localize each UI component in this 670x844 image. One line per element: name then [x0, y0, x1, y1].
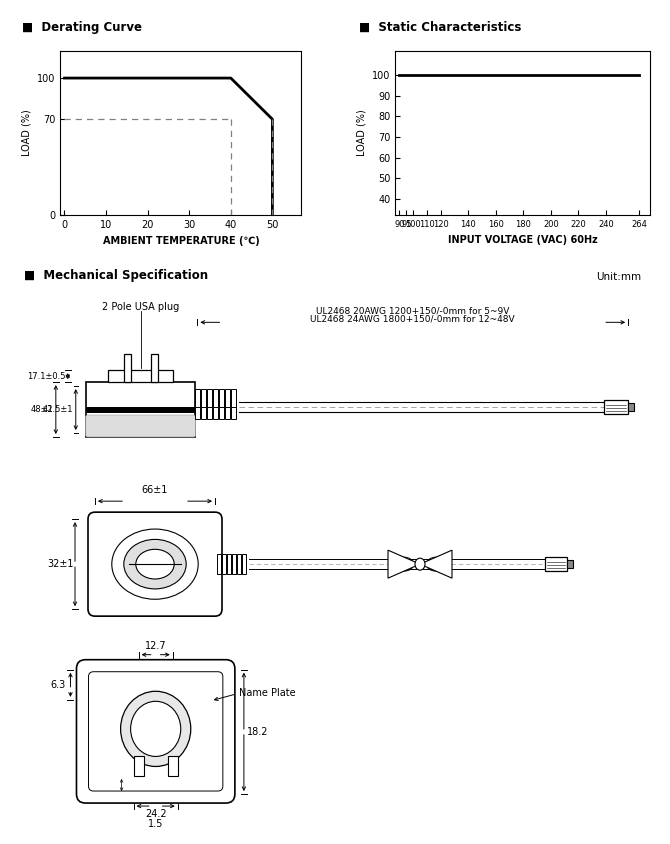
Text: 24.2: 24.2 — [145, 809, 166, 819]
Text: Name Plate: Name Plate — [239, 688, 295, 698]
FancyBboxPatch shape — [86, 415, 196, 437]
Bar — [232, 555, 236, 574]
FancyBboxPatch shape — [88, 672, 223, 791]
Text: 42.5±1: 42.5±1 — [43, 405, 73, 414]
Bar — [222, 555, 226, 574]
Bar — [545, 557, 567, 571]
Ellipse shape — [415, 558, 425, 571]
Bar — [231, 401, 237, 419]
Polygon shape — [420, 550, 452, 578]
Text: UL2468 20AWG 1200+150/-0mm for 5~9V: UL2468 20AWG 1200+150/-0mm for 5~9V — [316, 307, 509, 316]
Bar — [208, 388, 212, 407]
Ellipse shape — [124, 539, 186, 589]
Bar — [567, 560, 573, 568]
Bar — [108, 371, 174, 382]
Text: 2 Pole USA plug: 2 Pole USA plug — [102, 302, 179, 312]
Text: Unit:mm: Unit:mm — [596, 273, 641, 282]
Bar — [225, 401, 230, 419]
Bar — [213, 388, 218, 407]
Bar — [196, 388, 200, 407]
Text: 32±1: 32±1 — [48, 559, 74, 569]
Bar — [151, 354, 157, 382]
Text: 48±1: 48±1 — [31, 405, 53, 414]
Ellipse shape — [121, 691, 191, 766]
FancyBboxPatch shape — [76, 660, 235, 803]
Text: ■  Static Characteristics: ■ Static Characteristics — [358, 20, 521, 34]
Ellipse shape — [136, 549, 174, 579]
Text: 17.1±0.5: 17.1±0.5 — [27, 371, 65, 381]
Text: 66±1: 66±1 — [142, 485, 168, 495]
Bar — [125, 354, 131, 382]
Bar — [208, 401, 212, 419]
Ellipse shape — [112, 529, 198, 599]
Bar — [168, 756, 178, 776]
Bar — [86, 407, 196, 413]
Bar — [242, 555, 246, 574]
Ellipse shape — [131, 701, 181, 756]
Bar — [225, 388, 230, 407]
X-axis label: AMBIENT TEMPERATURE (℃): AMBIENT TEMPERATURE (℃) — [103, 235, 259, 246]
Text: UL2468 24AWG 1800+150/-0mm for 12~48V: UL2468 24AWG 1800+150/-0mm for 12~48V — [310, 315, 515, 324]
Bar — [628, 403, 634, 410]
Text: ■  Derating Curve: ■ Derating Curve — [22, 20, 142, 34]
FancyBboxPatch shape — [88, 512, 222, 616]
Polygon shape — [388, 550, 420, 578]
Bar — [133, 756, 143, 776]
Bar — [202, 401, 206, 419]
Bar — [227, 555, 231, 574]
Text: 12.7: 12.7 — [145, 641, 166, 651]
Bar — [231, 388, 237, 407]
Text: 6.3: 6.3 — [51, 679, 66, 690]
Text: 18.2: 18.2 — [247, 727, 269, 737]
Bar — [219, 401, 224, 419]
Bar — [604, 399, 628, 414]
Text: 1.5: 1.5 — [148, 820, 163, 829]
Y-axis label: LOAD (%): LOAD (%) — [356, 110, 366, 156]
Text: ■  Mechanical Specification: ■ Mechanical Specification — [24, 268, 208, 282]
Bar — [219, 388, 224, 407]
X-axis label: INPUT VOLTAGE (VAC) 60Hz: INPUT VOLTAGE (VAC) 60Hz — [448, 235, 598, 245]
Bar — [213, 401, 218, 419]
Bar — [86, 382, 196, 437]
Bar — [237, 555, 241, 574]
Y-axis label: LOAD (%): LOAD (%) — [21, 110, 31, 156]
Bar — [217, 555, 221, 574]
Bar — [202, 388, 206, 407]
Bar — [196, 401, 200, 419]
